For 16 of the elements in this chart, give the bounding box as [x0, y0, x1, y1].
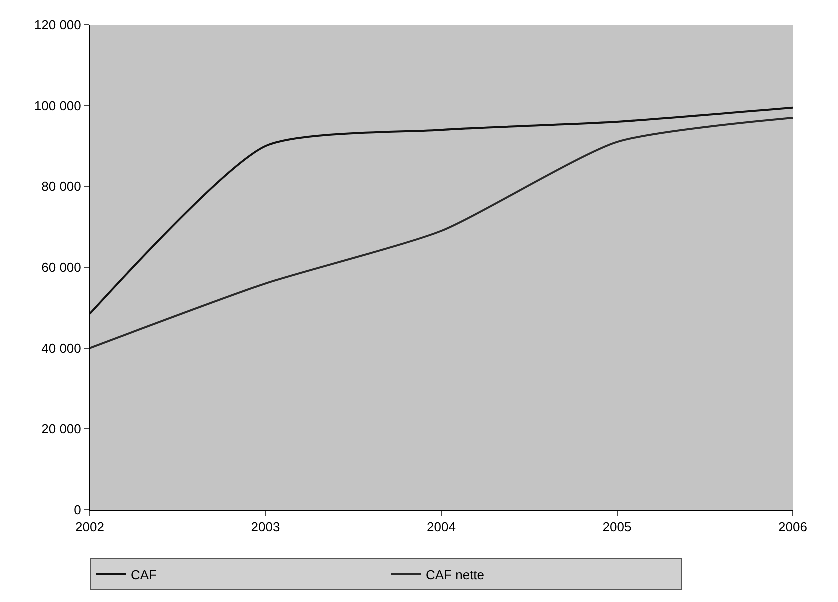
- y-tick-label: 80 000: [42, 179, 82, 194]
- legend-label: CAF nette: [426, 568, 485, 583]
- line-series: [90, 106, 793, 315]
- x-tick-label: 2006: [778, 520, 808, 535]
- y-tick-label: 120 000: [34, 18, 82, 33]
- y-tick-label: 0: [74, 502, 82, 518]
- x-tick-label: 2002: [76, 520, 104, 535]
- x-tick-label: 2005: [602, 520, 632, 535]
- x-tick-label: 2004: [427, 520, 456, 535]
- legend-label: CAF: [131, 568, 158, 583]
- y-tick-label: 100 000: [34, 98, 82, 114]
- y-tick-label: 60 000: [42, 260, 82, 276]
- x-tick-label: 2003: [251, 520, 280, 535]
- y-tick-label: 20 000: [42, 422, 82, 437]
- line-series: [90, 116, 793, 350]
- y-tick-label: 40 000: [42, 340, 82, 356]
